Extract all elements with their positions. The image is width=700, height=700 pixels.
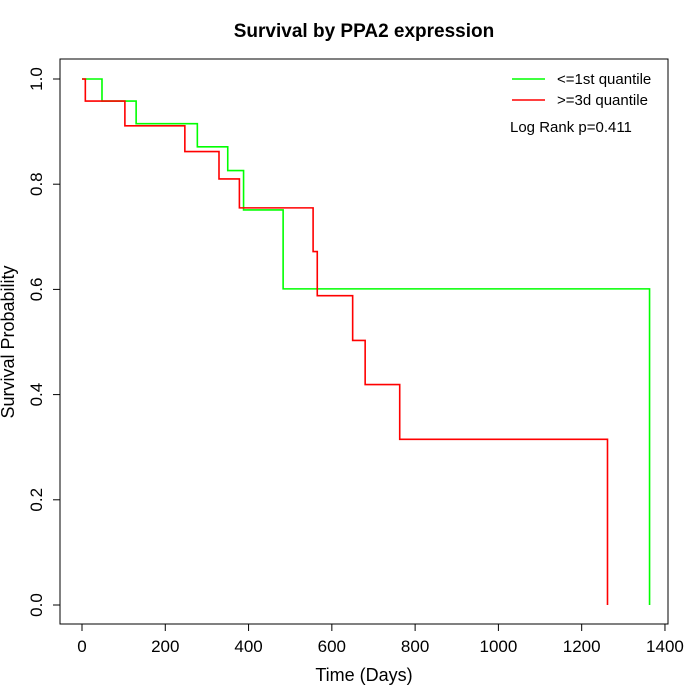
series-layer <box>82 78 651 605</box>
y-tick-label: 1.0 <box>27 67 46 91</box>
x-tick-label: 200 <box>151 637 179 656</box>
x-tick-label: 1200 <box>563 637 601 656</box>
y-axis: 0.0 0.2 0.4 0.6 0.8 1.0 <box>27 67 61 617</box>
legend: <=1st quantile >=3d quantile <box>512 71 651 109</box>
legend-label-high: >=3d quantile <box>557 92 648 109</box>
x-tick-label: 0 <box>77 637 86 656</box>
y-axis-title: Survival Probability <box>0 265 18 418</box>
y-tick-label: 0.0 <box>27 593 46 617</box>
x-axis-title: Time (Days) <box>315 665 412 685</box>
x-tick-label: 800 <box>401 637 429 656</box>
chart-title: Survival by PPA2 expression <box>234 21 495 42</box>
x-tick-label: 600 <box>318 637 346 656</box>
y-tick-label: 0.2 <box>27 488 46 512</box>
km-curve-high <box>82 78 609 605</box>
x-tick-label: 400 <box>234 637 262 656</box>
x-tick-label: 1000 <box>479 637 517 656</box>
x-axis: 0 200 400 600 800 1000 1200 1400 <box>77 623 684 656</box>
legend-label-low: <=1st quantile <box>557 71 651 88</box>
y-tick-label: 0.4 <box>27 383 46 407</box>
y-tick-label: 0.6 <box>27 278 46 302</box>
plot-frame <box>59 58 669 625</box>
y-tick-label: 0.8 <box>27 172 46 196</box>
log-rank-annotation: Log Rank p=0.411 <box>510 119 632 136</box>
x-tick-label: 1400 <box>646 637 684 656</box>
